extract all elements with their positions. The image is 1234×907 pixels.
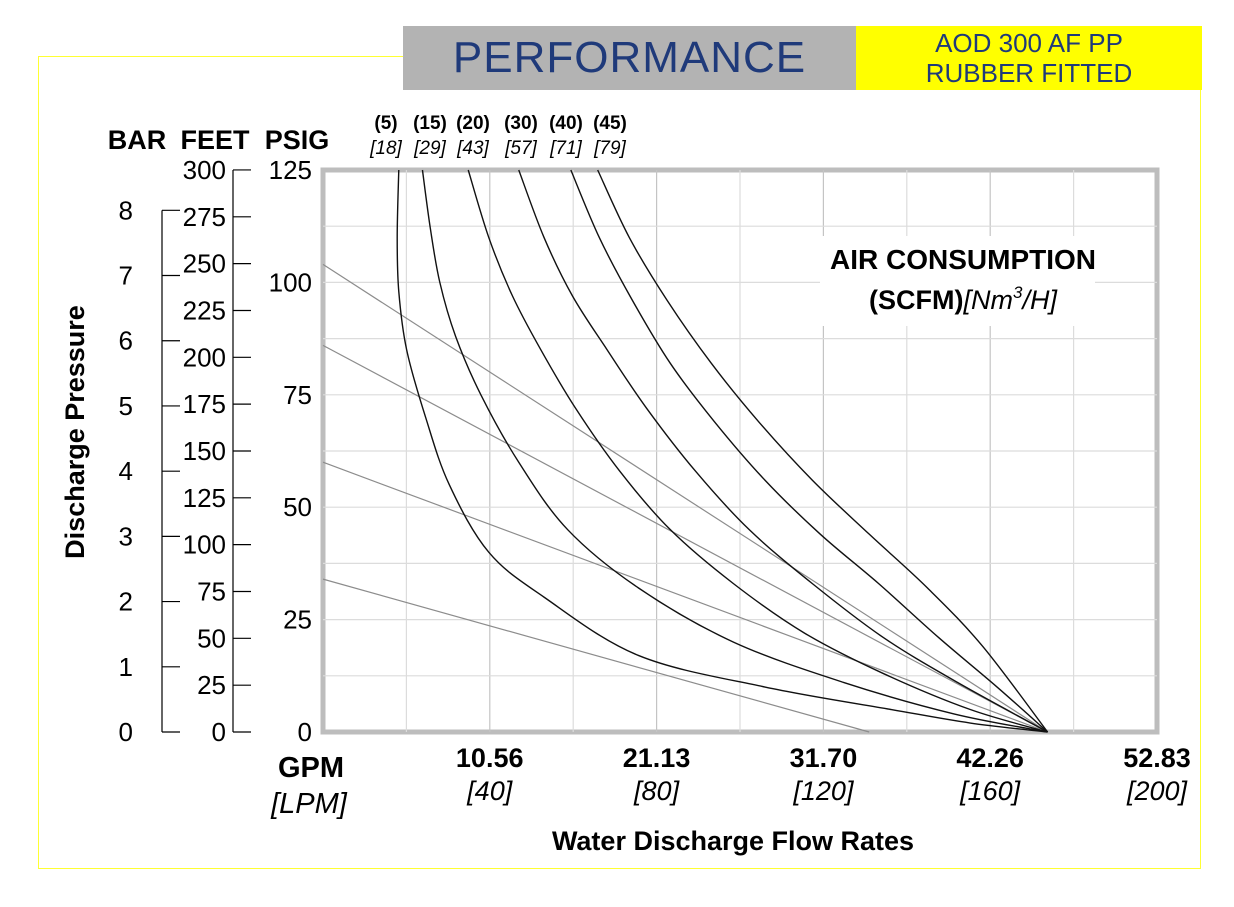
- y-tick-label: 50: [197, 623, 226, 653]
- y-tick-label: 8: [119, 195, 133, 225]
- y-axes: BAR 0 1 2 3 4 5 6 7 8 FEET 0 25 50 75 100 125 150 175 200 22…: [108, 125, 330, 747]
- x-unit-secondary: [LPM]: [270, 788, 348, 820]
- x-tick-label: 52.83: [1123, 743, 1191, 773]
- y-tick-label: 275: [183, 202, 226, 232]
- y-axis-header: FEET: [180, 125, 250, 155]
- y-tick-label: 300: [183, 155, 226, 185]
- y-axis-header: BAR: [108, 125, 167, 155]
- curve-label-scfm: (5): [374, 113, 397, 134]
- x-tick-label: 10.56: [456, 743, 524, 773]
- curve-label-nm3h: [43]: [456, 138, 489, 159]
- y-tick-label: 175: [183, 389, 226, 419]
- air-curve: [421, 169, 1048, 733]
- x-tick-sublabel: [200]: [1126, 776, 1189, 806]
- y-tick-label: 1: [119, 652, 133, 682]
- reference-lines: [322, 263, 1048, 733]
- y-tick-label: 100: [183, 530, 226, 560]
- y-tick-label: 75: [283, 380, 312, 410]
- y-tick-label: 200: [183, 342, 226, 372]
- x-tick-label: 42.26: [956, 743, 1024, 773]
- y-tick-label: 125: [269, 155, 312, 185]
- curve-label-nm3h: [18]: [369, 138, 402, 159]
- y-tick-label: 2: [119, 587, 133, 617]
- x-unit-primary: GPM: [278, 752, 344, 784]
- y-tick-label: 6: [119, 326, 133, 356]
- curve-label-nm3h: [79]: [593, 138, 626, 159]
- curve-label-scfm: (15): [413, 113, 447, 134]
- y-tick-label: 50: [283, 492, 312, 522]
- reference-line: [322, 461, 1048, 733]
- curve-label-scfm: (45): [593, 113, 627, 134]
- curve-label-scfm: (30): [504, 113, 538, 134]
- x-tick-sublabel: [80]: [633, 776, 681, 806]
- y-axis-title: Discharge Pressure: [60, 305, 90, 559]
- y-tick-label: 7: [119, 261, 133, 291]
- x-tick-label: 31.70: [790, 743, 858, 773]
- air-label-backdrop: [820, 236, 1095, 326]
- air-consumption-curves: [396, 169, 1049, 733]
- y-tick-label: 125: [183, 483, 226, 513]
- x-tick-sublabel: [40]: [466, 776, 514, 806]
- y-tick-label: 0: [212, 717, 226, 747]
- y-tick-label: 0: [119, 717, 133, 747]
- air-curve: [396, 169, 1048, 733]
- curve-label-nm3h: [57]: [504, 138, 537, 159]
- y-tick-label: 25: [283, 605, 312, 635]
- x-tick-sublabel: [120]: [792, 776, 855, 806]
- model-banner: AOD 300 AF PP RUBBER FITTED: [856, 26, 1202, 90]
- curve-label-scfm: (20): [456, 113, 490, 134]
- y-tick-label: 150: [183, 436, 226, 466]
- y-tick-label: 250: [183, 249, 226, 279]
- air-consumption-label: AIR CONSUMPTION: [830, 244, 1096, 275]
- y-tick-label: 3: [119, 521, 133, 551]
- reference-line: [322, 263, 1048, 733]
- curve-label-nm3h: [71]: [549, 138, 582, 159]
- curve-label-nm3h: [29]: [413, 138, 446, 159]
- x-tick-sublabel: [160]: [959, 776, 1022, 806]
- reference-line: [322, 344, 1048, 733]
- y-tick-label: 225: [183, 295, 226, 325]
- y-tick-label: 75: [197, 576, 226, 606]
- x-axis-title: Water Discharge Flow Rates: [552, 826, 914, 856]
- x-axis: 10.56[40] 21.13[80] 31.70[120] 42.26[160] 52…: [456, 743, 1191, 806]
- x-tick-label: 21.13: [623, 743, 691, 773]
- y-tick-label: 100: [269, 267, 312, 297]
- air-curve: [597, 169, 1049, 733]
- model-line-1: AOD 300 AF PP: [935, 28, 1123, 58]
- air-consumption-units: (SCFM)[Nm3/H]: [869, 283, 1058, 315]
- page-title: PERFORMANCE: [403, 26, 856, 90]
- curve-labels: (5) [18] (15) [29] (20) [43] (30) [57] (40) [71] (…: [369, 113, 627, 159]
- y-tick-label: 5: [119, 391, 133, 421]
- reference-line: [322, 578, 870, 733]
- air-curve: [467, 169, 1048, 733]
- y-tick-label: 4: [119, 456, 133, 486]
- air-curve: [570, 169, 1049, 733]
- air-curve: [518, 169, 1048, 733]
- curve-label-scfm: (40): [549, 113, 583, 134]
- y-axis-header: PSIG: [265, 125, 330, 155]
- y-tick-label: 0: [298, 717, 312, 747]
- model-line-2: RUBBER FITTED: [925, 58, 1133, 88]
- y-tick-label: 25: [197, 670, 226, 700]
